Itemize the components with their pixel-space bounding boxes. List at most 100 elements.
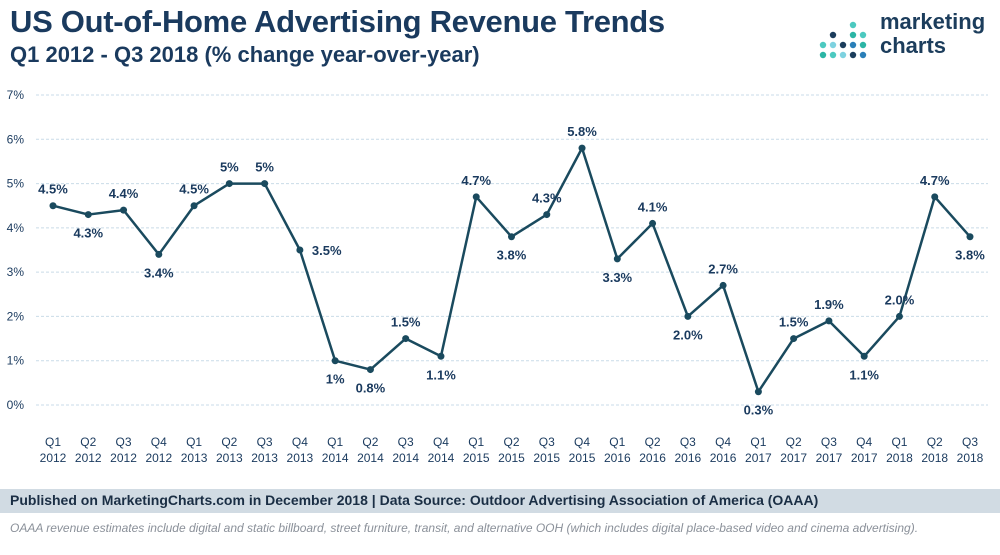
x-tick-year: 2015 — [463, 451, 490, 465]
data-point — [719, 281, 727, 289]
data-label: 5% — [220, 160, 239, 175]
x-tick-year: 2017 — [816, 451, 843, 465]
y-tick-label: 4% — [7, 221, 25, 235]
x-tick-quarter: Q4 — [433, 435, 449, 449]
x-tick-quarter: Q2 — [927, 435, 943, 449]
x-tick-quarter: Q4 — [856, 435, 872, 449]
x-tick-quarter: Q2 — [645, 435, 661, 449]
data-label: 4.4% — [109, 186, 139, 201]
x-tick-year: 2012 — [40, 451, 67, 465]
data-label: 1.5% — [391, 315, 421, 330]
x-tick-year: 2016 — [674, 451, 701, 465]
data-point — [825, 317, 833, 325]
data-point — [895, 312, 903, 320]
logo-dot — [839, 51, 847, 59]
y-tick-label: 1% — [7, 354, 25, 368]
logo-dot — [859, 31, 867, 39]
x-tick-quarter: Q2 — [80, 435, 96, 449]
x-tick-year: 2012 — [145, 451, 172, 465]
data-label: 2.0% — [885, 292, 915, 307]
x-tick-quarter: Q4 — [715, 435, 731, 449]
x-tick-quarter: Q3 — [398, 435, 414, 449]
x-tick-quarter: Q3 — [539, 435, 555, 449]
x-tick-quarter: Q1 — [45, 435, 61, 449]
logo-dot — [859, 51, 867, 59]
x-tick-quarter: Q2 — [362, 435, 378, 449]
logo-line2: charts — [880, 33, 947, 58]
x-tick-year: 2015 — [533, 451, 560, 465]
logo-dot — [859, 41, 867, 49]
x-tick-quarter: Q1 — [186, 435, 202, 449]
logo-line1: marketing — [880, 9, 986, 34]
logo-dot — [829, 51, 837, 59]
x-tick-quarter: Q1 — [468, 435, 484, 449]
data-label: 4.7% — [920, 173, 950, 188]
data-point — [366, 366, 374, 374]
x-tick-year: 2014 — [357, 451, 384, 465]
data-label: 5% — [255, 160, 274, 175]
x-tick-year: 2016 — [639, 451, 666, 465]
x-tick-quarter: Q4 — [151, 435, 167, 449]
x-tick-year: 2017 — [745, 451, 772, 465]
data-label: 3.8% — [497, 248, 527, 263]
x-tick-quarter: Q2 — [221, 435, 237, 449]
data-label: 4.7% — [461, 173, 491, 188]
data-label: 4.5% — [38, 182, 68, 197]
data-point — [49, 202, 57, 210]
x-tick-year: 2017 — [851, 451, 878, 465]
y-tick-label: 5% — [7, 177, 25, 191]
x-tick-year: 2012 — [75, 451, 102, 465]
data-point — [966, 233, 974, 241]
data-label: 4.3% — [73, 226, 103, 241]
data-point — [84, 211, 92, 219]
logo-dot — [849, 41, 857, 49]
data-point — [120, 206, 128, 214]
x-tick-quarter: Q3 — [821, 435, 837, 449]
data-point — [437, 352, 445, 360]
data-point — [754, 388, 762, 396]
data-label: 4.1% — [638, 199, 668, 214]
x-tick-quarter: Q1 — [609, 435, 625, 449]
y-tick-label: 2% — [7, 309, 25, 323]
y-axis-ticks: 0% 1% 2% 3% 4% 5% 6% 7% — [7, 88, 25, 412]
x-tick-quarter: Q2 — [503, 435, 519, 449]
x-tick-year: 2015 — [498, 451, 525, 465]
data-point — [296, 246, 304, 254]
x-tick-year: 2014 — [392, 451, 419, 465]
data-point — [790, 335, 798, 343]
x-tick-year: 2014 — [322, 451, 349, 465]
data-point — [402, 335, 410, 343]
x-tick-quarter: Q4 — [292, 435, 308, 449]
data-label: 2.0% — [673, 327, 703, 342]
data-point — [190, 202, 198, 210]
x-tick-quarter: Q3 — [116, 435, 132, 449]
marketingcharts-logo[interactable]: marketing charts — [818, 8, 1000, 60]
data-point — [578, 144, 586, 152]
footer-bar: Published on MarketingCharts.com in Dece… — [0, 489, 1000, 513]
data-label: 4.5% — [179, 182, 209, 197]
data-label: 3.4% — [144, 265, 174, 280]
x-tick-year: 2016 — [604, 451, 631, 465]
data-label: 2.7% — [708, 261, 738, 276]
x-tick-quarter: Q1 — [750, 435, 766, 449]
y-tick-label: 7% — [7, 88, 25, 102]
x-tick-year: 2018 — [957, 451, 984, 465]
logo-text: marketing charts — [880, 10, 985, 58]
x-tick-quarter: Q3 — [257, 435, 273, 449]
chart-subtitle: Q1 2012 - Q3 2018 (% change year-over-ye… — [10, 42, 480, 67]
logo-dot — [849, 21, 857, 29]
x-tick-year: 2016 — [710, 451, 737, 465]
y-tick-label: 3% — [7, 265, 25, 279]
data-point — [225, 180, 233, 188]
data-label: 1.1% — [849, 367, 879, 382]
logo-dot — [839, 41, 847, 49]
data-point — [508, 233, 515, 241]
data-point — [543, 211, 551, 219]
x-tick-year: 2013 — [216, 451, 243, 465]
logo-dot — [829, 31, 837, 39]
data-point — [649, 219, 657, 227]
data-label: 1.5% — [779, 315, 809, 330]
x-tick-year: 2012 — [110, 451, 137, 465]
x-tick-year: 2014 — [428, 451, 455, 465]
y-tick-label: 0% — [7, 398, 25, 412]
